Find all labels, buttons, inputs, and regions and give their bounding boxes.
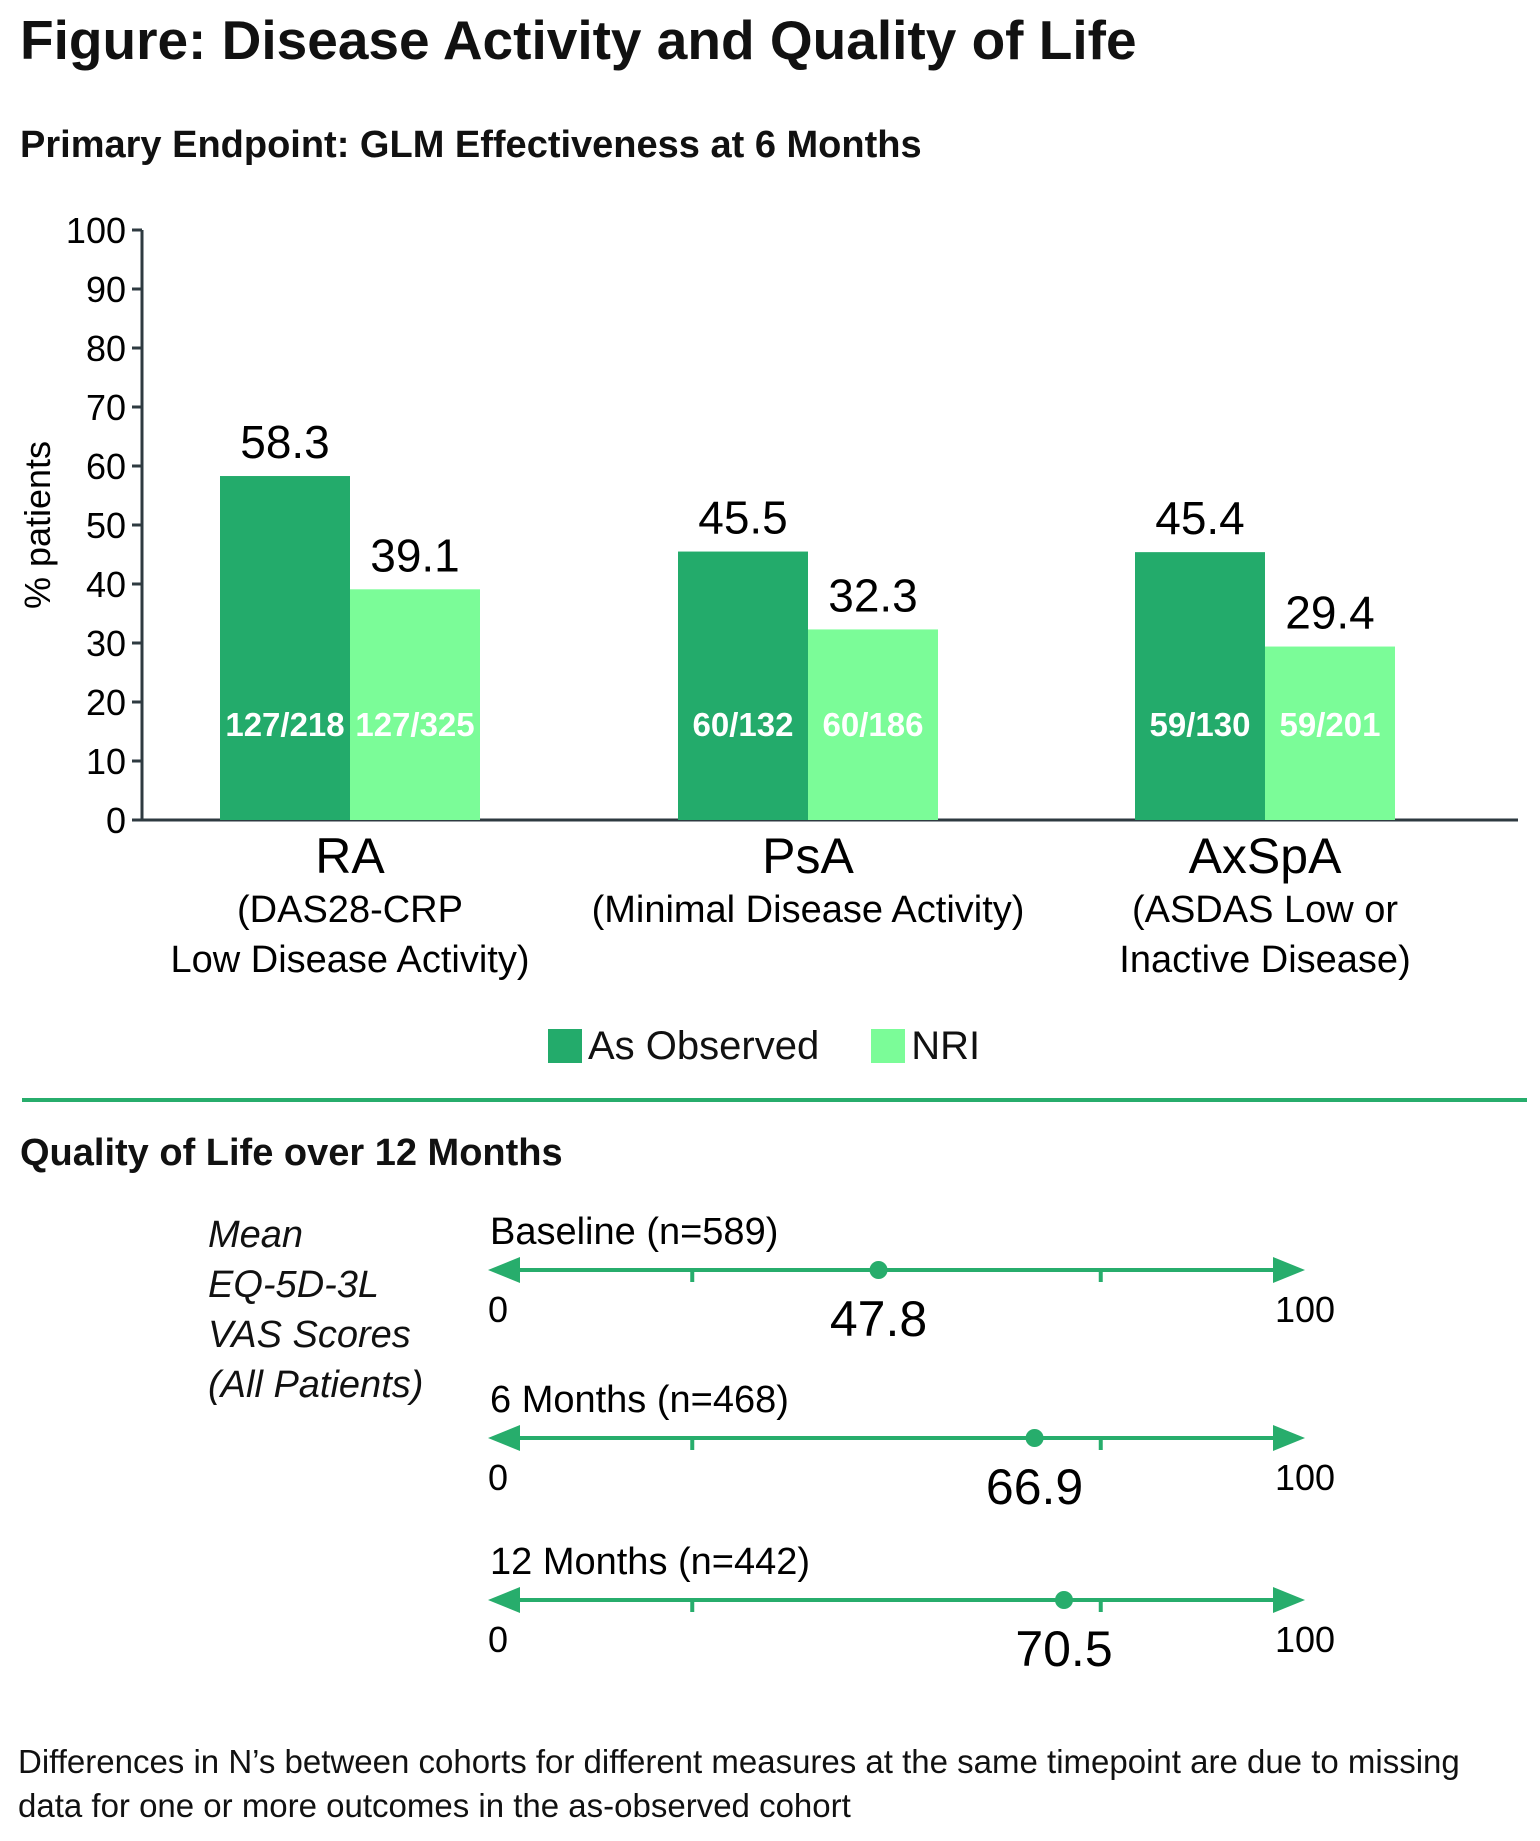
chart-legend: As Observed NRI (548, 1022, 1032, 1070)
y-axis-label: % patients (17, 441, 58, 609)
bar-value-label: 45.5 (698, 492, 788, 544)
qol-chart-title: Quality of Life over 12 Months (20, 1132, 563, 1174)
legend-label-as-observed: As Observed (588, 1023, 820, 1068)
section-divider (22, 1098, 1527, 1102)
qol-arrow-right (1273, 1257, 1305, 1283)
footnote: Differences in N’s between cohorts for d… (18, 1743, 1460, 1824)
qol-row-label: Baseline (n=589) (490, 1211, 778, 1253)
qol-mean-point (1054, 1591, 1073, 1609)
qol-row-label: 6 Months (n=468) (490, 1379, 789, 1421)
y-tick-label: 80 (86, 328, 126, 369)
bar-value-label: 39.1 (370, 529, 460, 581)
legend-label-nri: NRI (911, 1023, 981, 1068)
qol-mean-value-label: 47.8 (830, 1291, 927, 1347)
qol-mean-value-label: 66.9 (986, 1459, 1083, 1515)
y-tick-label: 20 (86, 682, 126, 723)
x-category-label: AxSpA (1189, 828, 1343, 884)
bar-axspa-nri (1265, 646, 1395, 820)
bar-chart: 0 10 20 30 40 50 60 70 80 90 100 % patients 58.3 127/… (17, 210, 1518, 981)
y-tick-label: 70 (86, 387, 126, 428)
qol-arrow-left (488, 1425, 520, 1451)
x-category-label: PsA (762, 828, 854, 884)
qol-scale-max-label: 100 (1275, 1457, 1335, 1498)
qol-scale-min-label: 0 (488, 1457, 508, 1498)
bar-n-label: 127/325 (355, 706, 474, 743)
bar-n-label: 59/201 (1280, 706, 1381, 743)
bar-n-label: 127/218 (225, 706, 344, 743)
y-tick-label: 50 (86, 505, 126, 546)
bar-n-label: 60/132 (693, 706, 794, 743)
bar-ra-as-observed (220, 476, 350, 820)
bar-ra-nri (350, 589, 480, 820)
qol-mean-value-label: 70.5 (1015, 1621, 1112, 1677)
y-tick-label: 10 (86, 741, 126, 782)
bar-psa-nri (808, 629, 938, 820)
x-category-sublabel: (ASDAS Low or (1132, 889, 1398, 931)
qol-row-label: 12 Months (n=442) (490, 1541, 810, 1583)
qol-arrow-right (1273, 1587, 1305, 1613)
y-tick-label: 0 (106, 800, 126, 841)
legend-swatch-nri (871, 1029, 906, 1063)
bar-value-label: 32.3 (828, 569, 918, 621)
bar-value-label: 45.4 (1155, 492, 1245, 544)
x-category-sublabel: Inactive Disease) (1119, 939, 1410, 981)
qol-scale-max-label: 100 (1275, 1619, 1335, 1660)
x-category-sublabel: (Minimal Disease Activity) (592, 889, 1025, 931)
bar-value-label: 58.3 (240, 416, 330, 468)
y-tick-label: 90 (86, 269, 126, 310)
legend-item-as-observed: As Observed (548, 1024, 819, 1069)
qol-measure-label-line: EQ-5D-3L (208, 1264, 380, 1306)
qol-arrow-right (1273, 1425, 1305, 1451)
qol-scale-min-label: 0 (488, 1619, 508, 1660)
y-tick-label: 60 (86, 446, 126, 487)
bar-value-label: 29.4 (1285, 587, 1375, 639)
x-category-sublabel: Low Disease Activity) (170, 939, 529, 981)
bar-chart-title: Primary Endpoint: GLM Effectiveness at 6… (20, 124, 922, 166)
y-tick-label: 30 (86, 623, 126, 664)
qol-measure-label-line: (All Patients) (208, 1364, 424, 1406)
qol-measure-label-line: VAS Scores (208, 1314, 411, 1356)
y-tick-label: 100 (66, 210, 126, 251)
x-category-sublabel: (DAS28-CRP (237, 889, 463, 931)
bar-n-label: 60/186 (823, 706, 924, 743)
qol-arrow-left (488, 1257, 520, 1283)
y-tick-label: 40 (86, 564, 126, 605)
bar-axspa-as-observed (1135, 552, 1265, 820)
qol-chart: Baseline (n=589) 0 100 47.8 6 Months (n=468)… (488, 1211, 1335, 1677)
qol-scale-max-label: 100 (1275, 1289, 1335, 1330)
qol-mean-point (1025, 1429, 1044, 1447)
legend-item-nri: NRI (871, 1024, 980, 1069)
x-category-label: RA (315, 828, 385, 884)
legend-swatch-as-observed (548, 1029, 582, 1063)
bar-psa-as-observed (678, 551, 808, 820)
qol-scale-min-label: 0 (488, 1289, 508, 1330)
bar-n-label: 59/130 (1150, 706, 1251, 743)
qol-arrow-left (488, 1587, 520, 1613)
figure-title: Figure: Disease Activity and Quality of … (20, 9, 1137, 71)
qol-mean-point (869, 1261, 888, 1279)
qol-measure-label-line: Mean (208, 1214, 304, 1256)
qol-measure-label: Mean EQ-5D-3L VAS Scores (All Patients) (208, 1210, 423, 1410)
